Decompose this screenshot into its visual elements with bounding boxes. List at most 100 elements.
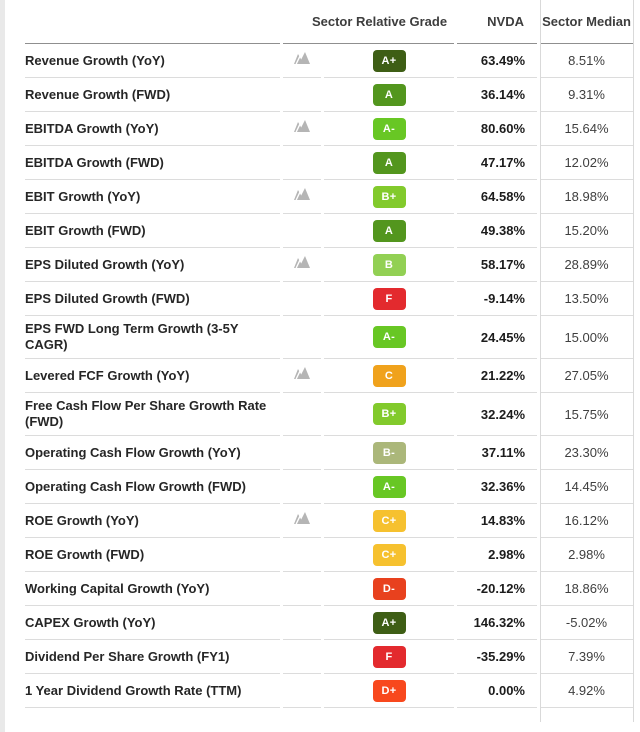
grade-cell: C bbox=[324, 359, 454, 393]
grade-badge: C bbox=[372, 364, 406, 387]
metric-label: 1 Year Dividend Growth Rate (TTM) bbox=[25, 674, 280, 708]
metric-label: EPS Diluted Growth (FWD) bbox=[25, 282, 280, 316]
grade-cell: A+ bbox=[324, 44, 454, 78]
median-value: 16.12% bbox=[540, 504, 633, 538]
median-value: 27.05% bbox=[540, 359, 633, 393]
metric-label: EBITDA Growth (YoY) bbox=[25, 112, 280, 146]
table-row: EBIT Growth (FWD) A 49.38% 15.20% bbox=[25, 214, 633, 248]
ticker-value: 63.49% bbox=[457, 44, 537, 78]
metric-chart-icon-cell bbox=[283, 470, 321, 504]
metric-chart-icon-cell bbox=[283, 248, 321, 282]
ticker-value: -35.29% bbox=[457, 640, 537, 674]
mini-area-chart-icon[interactable] bbox=[293, 119, 311, 138]
grade-badge: A- bbox=[372, 117, 406, 140]
median-value: 18.86% bbox=[540, 572, 633, 606]
grade-cell: A bbox=[324, 214, 454, 248]
ticker-value: 146.32% bbox=[457, 606, 537, 640]
table-row: EBITDA Growth (YoY) A- 80.60% 15.64% bbox=[25, 112, 633, 146]
median-value: 15.20% bbox=[540, 214, 633, 248]
metric-label: Levered FCF Growth (YoY) bbox=[25, 359, 280, 393]
metric-label: EBITDA Growth (FWD) bbox=[25, 146, 280, 180]
table-header-row: Sector Relative Grade NVDA Sector Median bbox=[25, 0, 633, 44]
grade-badge: B bbox=[372, 253, 406, 276]
grade-badge: B+ bbox=[372, 185, 406, 208]
metric-chart-icon-cell bbox=[283, 606, 321, 640]
table-row: Dividend Per Share Growth (FY1) F -35.29… bbox=[25, 640, 633, 674]
table-row: EPS Diluted Growth (FWD) F -9.14% 13.50% bbox=[25, 282, 633, 316]
ticker-value: 2.98% bbox=[457, 538, 537, 572]
grade-badge: D- bbox=[372, 577, 406, 600]
metric-chart-icon-cell bbox=[283, 282, 321, 316]
grade-badge: A- bbox=[372, 475, 406, 498]
ticker-value: 32.24% bbox=[457, 393, 537, 436]
mini-area-chart-icon[interactable] bbox=[293, 255, 311, 274]
grade-badge: F bbox=[372, 287, 406, 310]
metric-chart-icon-cell bbox=[283, 316, 321, 359]
grade-badge: C+ bbox=[372, 543, 406, 566]
metric-label: Working Capital Growth (YoY) bbox=[25, 572, 280, 606]
header-metric-spacer bbox=[25, 0, 280, 44]
median-value: 13.50% bbox=[540, 282, 633, 316]
metric-label: Revenue Growth (YoY) bbox=[25, 44, 280, 78]
metric-chart-icon-cell bbox=[283, 572, 321, 606]
table-row: Working Capital Growth (YoY) D- -20.12% … bbox=[25, 572, 633, 606]
mini-area-chart-icon[interactable] bbox=[293, 511, 311, 530]
median-value: 28.89% bbox=[540, 248, 633, 282]
median-value: -5.02% bbox=[540, 606, 633, 640]
ticker-value: 0.00% bbox=[457, 674, 537, 708]
grade-cell: D- bbox=[324, 572, 454, 606]
grade-cell: A- bbox=[324, 470, 454, 504]
median-value: 18.98% bbox=[540, 180, 633, 214]
ticker-value: 47.17% bbox=[457, 146, 537, 180]
median-value: 8.51% bbox=[540, 44, 633, 78]
median-value: 15.75% bbox=[540, 393, 633, 436]
median-value: 15.64% bbox=[540, 112, 633, 146]
table-row: EPS FWD Long Term Growth (3-5Y CAGR) A- … bbox=[25, 316, 633, 359]
ticker-value: 32.36% bbox=[457, 470, 537, 504]
grade-badge: D+ bbox=[372, 679, 406, 702]
metric-label: ROE Growth (YoY) bbox=[25, 504, 280, 538]
grade-cell: B+ bbox=[324, 180, 454, 214]
metric-chart-icon-cell bbox=[283, 214, 321, 248]
table-row: 1 Year Dividend Growth Rate (TTM) D+ 0.0… bbox=[25, 674, 633, 708]
grade-badge: A+ bbox=[372, 49, 406, 72]
ticker-value: 14.83% bbox=[457, 504, 537, 538]
grade-badge: B- bbox=[372, 441, 406, 464]
mini-area-chart-icon[interactable] bbox=[293, 51, 311, 70]
ticker-value: 80.60% bbox=[457, 112, 537, 146]
column-divider-right bbox=[633, 0, 634, 722]
table-row: EPS Diluted Growth (YoY) B 58.17% 28.89% bbox=[25, 248, 633, 282]
ticker-value: 36.14% bbox=[457, 78, 537, 112]
table-row: ROE Growth (YoY) C+ 14.83% 16.12% bbox=[25, 504, 633, 538]
metric-chart-icon-cell bbox=[283, 393, 321, 436]
metric-label: Dividend Per Share Growth (FY1) bbox=[25, 640, 280, 674]
metric-label: Operating Cash Flow Growth (FWD) bbox=[25, 470, 280, 504]
grade-cell: D+ bbox=[324, 674, 454, 708]
metric-chart-icon-cell bbox=[283, 640, 321, 674]
header-sector-median: Sector Median bbox=[540, 0, 633, 44]
ticker-value: 37.11% bbox=[457, 436, 537, 470]
table-row: Revenue Growth (FWD) A 36.14% 9.31% bbox=[25, 78, 633, 112]
grade-cell: B bbox=[324, 248, 454, 282]
median-value: 2.98% bbox=[540, 538, 633, 572]
median-value: 4.92% bbox=[540, 674, 633, 708]
mini-area-chart-icon[interactable] bbox=[293, 366, 311, 385]
metric-label: CAPEX Growth (YoY) bbox=[25, 606, 280, 640]
metric-label: Free Cash Flow Per Share Growth Rate (FW… bbox=[25, 393, 280, 436]
grade-cell: C+ bbox=[324, 504, 454, 538]
metric-label: EBIT Growth (FWD) bbox=[25, 214, 280, 248]
table-row: EBIT Growth (YoY) B+ 64.58% 18.98% bbox=[25, 180, 633, 214]
grade-badge: A bbox=[372, 83, 406, 106]
grade-cell: A bbox=[324, 146, 454, 180]
ticker-value: 49.38% bbox=[457, 214, 537, 248]
grade-cell: A+ bbox=[324, 606, 454, 640]
metric-chart-icon-cell bbox=[283, 436, 321, 470]
table-row: Free Cash Flow Per Share Growth Rate (FW… bbox=[25, 393, 633, 436]
metric-chart-icon-cell bbox=[283, 112, 321, 146]
grade-badge: B+ bbox=[372, 403, 406, 425]
grade-cell: B- bbox=[324, 436, 454, 470]
table-row: Operating Cash Flow Growth (FWD) A- 32.3… bbox=[25, 470, 633, 504]
grade-badge: A+ bbox=[372, 611, 406, 634]
mini-area-chart-icon[interactable] bbox=[293, 187, 311, 206]
grade-badge: A bbox=[372, 219, 406, 242]
